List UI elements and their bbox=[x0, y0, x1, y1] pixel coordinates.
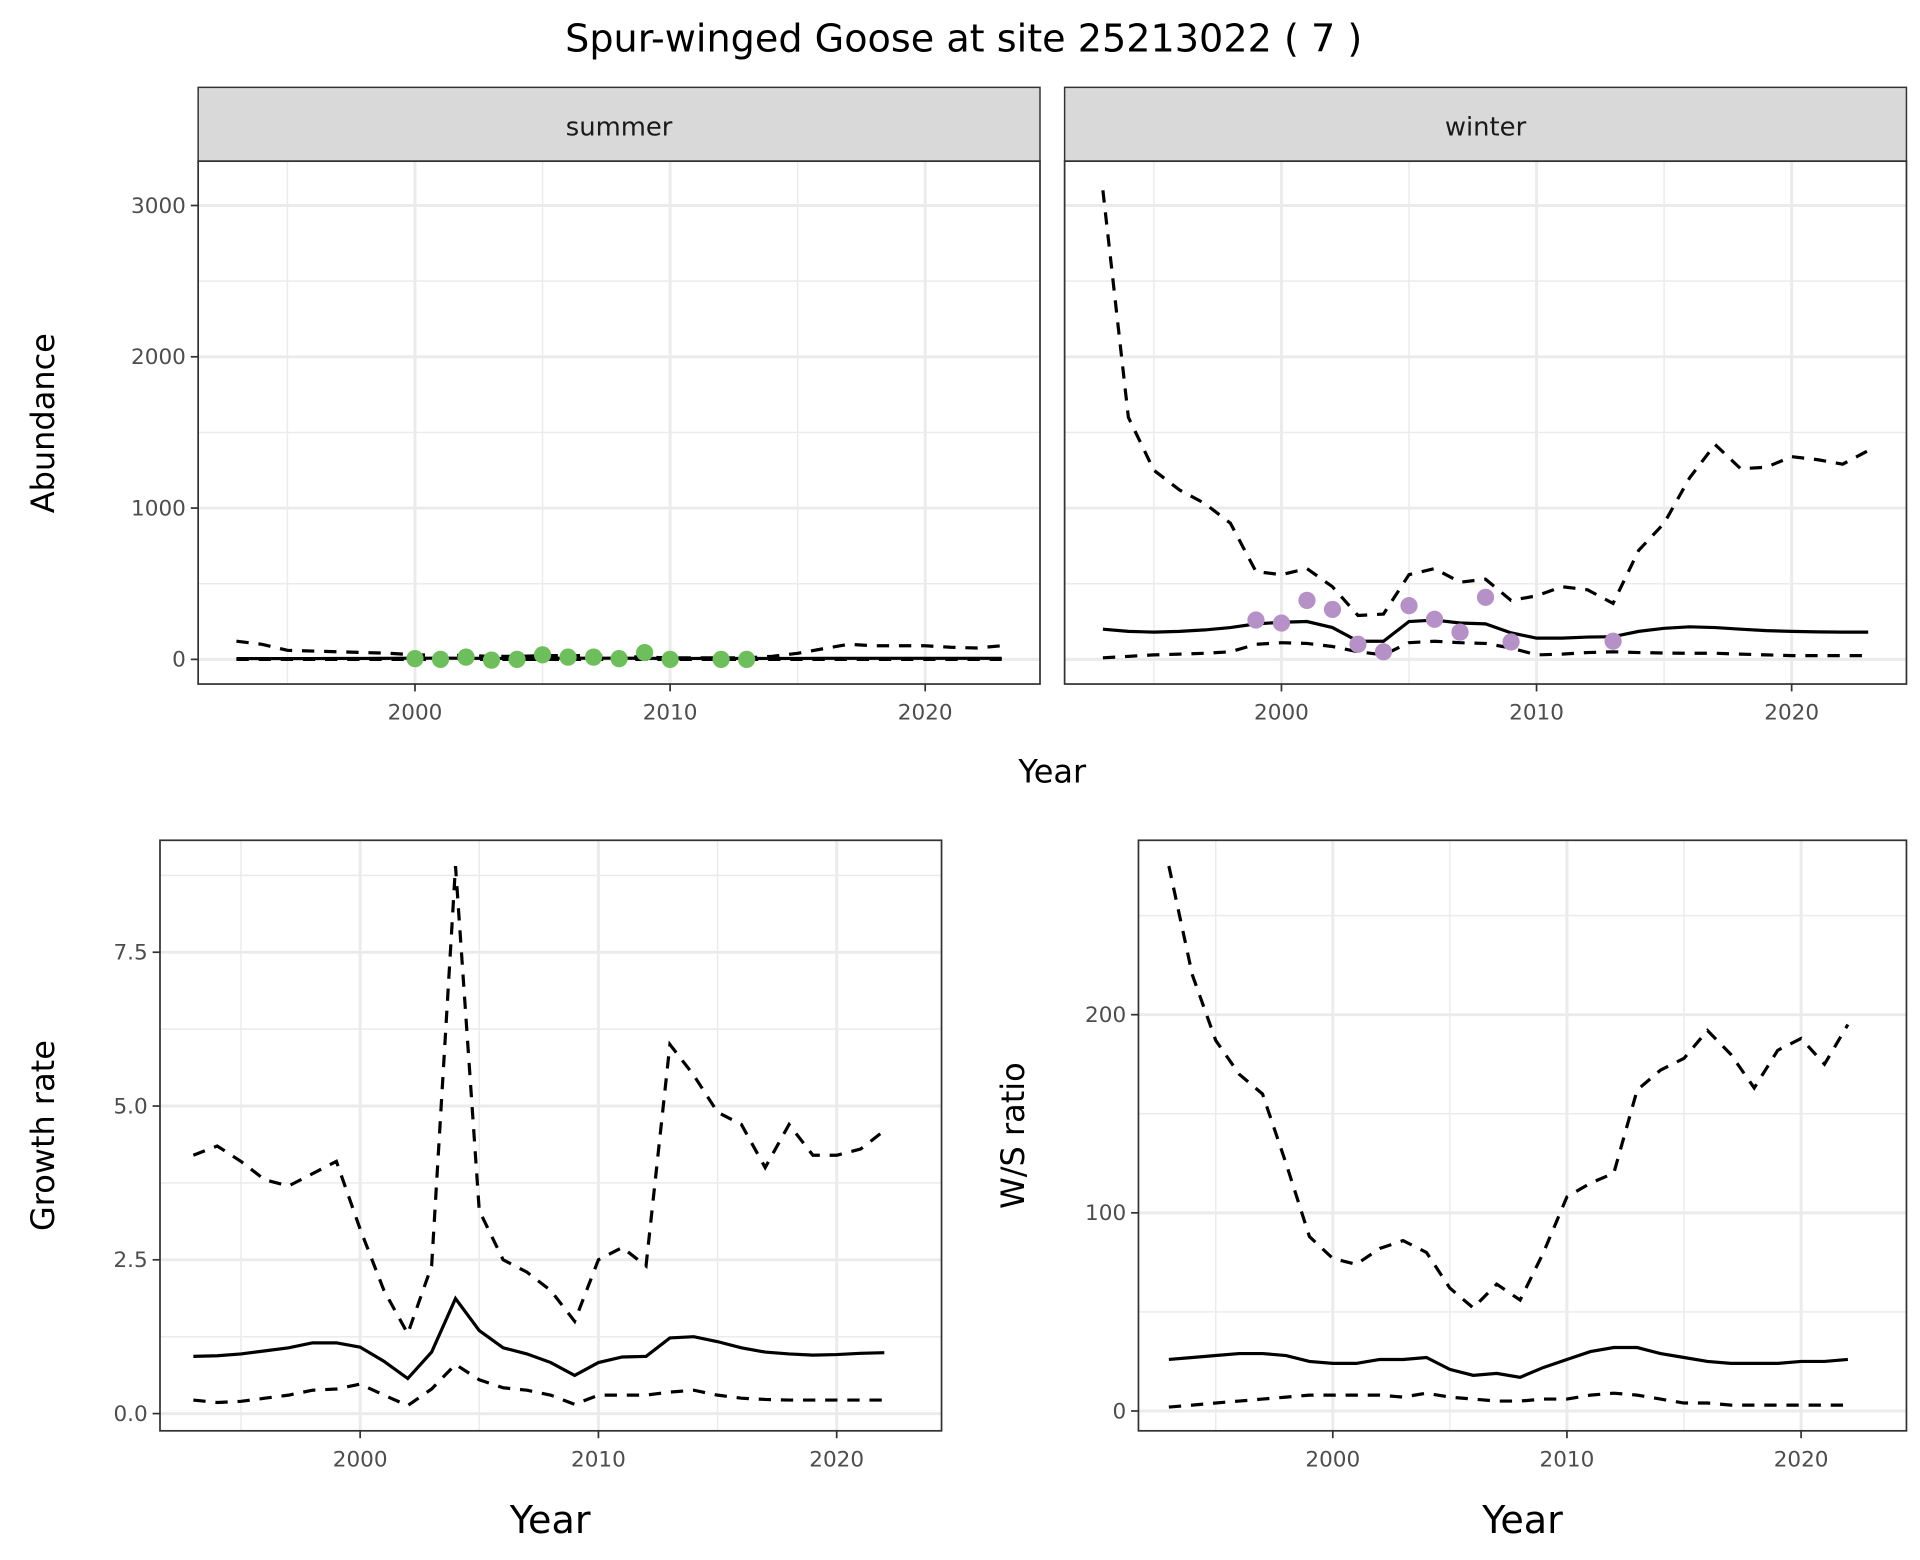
lower-bound-line bbox=[193, 1362, 885, 1408]
data-point bbox=[1400, 597, 1418, 615]
estimate-line bbox=[1102, 618, 1869, 643]
panel-border bbox=[197, 160, 1041, 685]
strip-label-winter: winter bbox=[1445, 112, 1527, 142]
panel-border bbox=[159, 839, 943, 1432]
y-tick-label: 0.0 bbox=[113, 1402, 147, 1427]
upper-bound-line bbox=[1101, 190, 1869, 618]
data-point bbox=[1349, 635, 1367, 653]
y-tick-label: 0 bbox=[1112, 1399, 1126, 1424]
data-point bbox=[533, 646, 552, 664]
lower-bound-line bbox=[1168, 1391, 1848, 1409]
growth-y-axis-title: Growth rate bbox=[24, 1040, 62, 1231]
data-point bbox=[661, 650, 679, 668]
x-tick-label: 2010 bbox=[643, 701, 698, 726]
estimate-line bbox=[1168, 1345, 1849, 1379]
data-point bbox=[482, 651, 501, 669]
y-tick-label: 1000 bbox=[131, 496, 186, 521]
upper-bound-line bbox=[1167, 865, 1850, 1311]
data-point bbox=[1298, 591, 1316, 609]
ws-y-axis-title: W/S ratio bbox=[994, 1062, 1032, 1209]
plot-background bbox=[1138, 840, 1907, 1431]
data-point bbox=[508, 650, 526, 668]
panel-border bbox=[1063, 160, 1908, 685]
x-tick-label: 2020 bbox=[1774, 1448, 1829, 1473]
data-point bbox=[1272, 614, 1291, 632]
x-tick-label: 2000 bbox=[388, 701, 443, 726]
data-point bbox=[1374, 643, 1393, 661]
strip-winter bbox=[1063, 86, 1908, 162]
x-tick-label: 2020 bbox=[1764, 701, 1819, 726]
strip-label-summer: summer bbox=[566, 112, 673, 142]
data-point bbox=[635, 643, 654, 662]
data-point bbox=[738, 650, 756, 668]
data-point bbox=[431, 650, 450, 668]
data-point bbox=[559, 648, 577, 666]
data-point bbox=[457, 648, 475, 666]
y-tick-label: 3000 bbox=[131, 194, 186, 219]
x-tick-label: 2020 bbox=[898, 701, 953, 726]
y-tick-label: 100 bbox=[1085, 1201, 1126, 1226]
top-y-axis-title: Abundance bbox=[24, 333, 62, 513]
panel-summer: summer 2000 2010 2020 0 1000 2000 3000 bbox=[131, 86, 1041, 726]
x-tick-label: 2010 bbox=[1509, 701, 1564, 726]
data-point bbox=[1476, 588, 1495, 606]
strip-summer bbox=[197, 86, 1041, 162]
data-point bbox=[610, 650, 628, 668]
data-point bbox=[1604, 632, 1622, 650]
x-tick-label: 2000 bbox=[1254, 701, 1309, 726]
growth-x-axis-title: Year bbox=[509, 1498, 591, 1542]
data-point bbox=[406, 650, 424, 668]
lower-bound-line bbox=[1102, 639, 1869, 660]
y-tick-label: 0 bbox=[172, 648, 186, 673]
estimate-line bbox=[193, 1295, 885, 1381]
x-tick-label: 2020 bbox=[809, 1448, 864, 1473]
y-tick-label: 2.5 bbox=[113, 1248, 147, 1273]
plot-background bbox=[160, 840, 942, 1431]
x-tick-label: 2000 bbox=[333, 1448, 388, 1473]
data-point bbox=[1451, 623, 1469, 641]
data-point bbox=[584, 648, 603, 666]
panel-growth-rate: 2000 2010 2020 0.0 2.5 5.0 7.5 bbox=[113, 839, 943, 1473]
x-tick-label: 2000 bbox=[1305, 1448, 1360, 1473]
data-point bbox=[1247, 611, 1265, 629]
ws-x-axis-title: Year bbox=[1481, 1498, 1563, 1542]
upper-bound-line bbox=[192, 866, 886, 1338]
y-tick-label: 200 bbox=[1085, 1003, 1126, 1028]
panel-ws-ratio: 2000 2010 2020 0 100 200 bbox=[1085, 839, 1908, 1473]
panel-border bbox=[1137, 839, 1908, 1432]
x-tick-label: 2010 bbox=[1540, 1448, 1595, 1473]
y-tick-label: 5.0 bbox=[113, 1094, 147, 1119]
y-tick-label: 7.5 bbox=[113, 941, 147, 966]
panel-winter: winter 2000 2010 2020 bbox=[1063, 86, 1908, 726]
y-tick-label: 2000 bbox=[131, 345, 186, 370]
figure-title: Spur-winged Goose at site 25213022 ( 7 ) bbox=[565, 17, 1362, 61]
data-point bbox=[1425, 610, 1444, 628]
top-x-axis-title: Year bbox=[1017, 752, 1087, 790]
data-point bbox=[1502, 633, 1520, 651]
plot-background bbox=[198, 161, 1041, 685]
x-tick-label: 2010 bbox=[571, 1448, 626, 1473]
data-point bbox=[1323, 600, 1342, 619]
data-point bbox=[712, 650, 730, 668]
